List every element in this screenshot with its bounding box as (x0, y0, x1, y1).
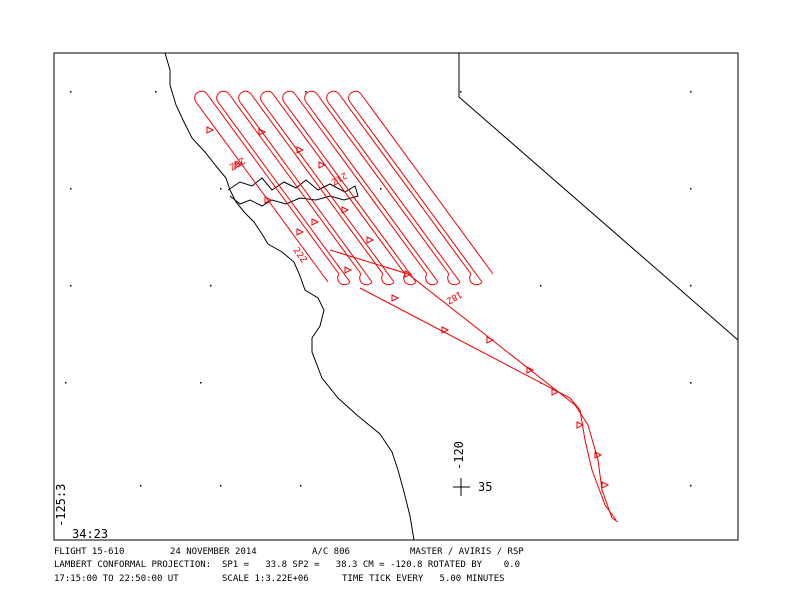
grid-dot (65, 382, 67, 384)
grid-dot (690, 91, 692, 93)
direction-arrow (311, 218, 320, 226)
direction-arrow (234, 161, 243, 169)
footer-text: 17:15:00 TO 22:50:00 UT (54, 574, 179, 584)
direction-arrow (526, 366, 535, 374)
time-label: 21Z (329, 169, 349, 186)
transit-leg (329, 249, 619, 523)
footer-text: 24 NOVEMBER 2014 (170, 547, 257, 557)
grid-dot (690, 382, 692, 384)
grid-dot (210, 285, 212, 287)
footer-text: SCALE 1:3.22E+06 (222, 574, 309, 584)
grid-dot (155, 91, 157, 93)
grid-dot (300, 485, 302, 487)
grid-dots (65, 91, 692, 487)
flight-track (194, 90, 610, 489)
direction-arrow (601, 481, 610, 489)
direction-arrow (264, 196, 273, 204)
grid-dot (690, 188, 692, 190)
grid-dot (690, 285, 692, 287)
state-border (458, 53, 739, 341)
direction-arrow (441, 326, 450, 334)
direction-arrow (594, 451, 603, 459)
grid-dot (460, 91, 462, 93)
grid-dot (220, 485, 222, 487)
map-frame (53, 52, 739, 541)
latitude-label: 34:23 (72, 527, 108, 541)
time-label: 18Z (444, 288, 464, 305)
direction-arrow (404, 270, 413, 278)
direction-arrow (258, 128, 267, 136)
grid-dot (690, 485, 692, 487)
coastline (164, 52, 415, 541)
direction-arrow (318, 161, 327, 169)
flight-lines (194, 90, 494, 286)
grid-dot (70, 91, 72, 93)
direction-arrow (296, 228, 305, 236)
grid-dot (220, 188, 222, 190)
grid-dot (140, 485, 142, 487)
grid-dot (380, 188, 382, 190)
grid-dot (540, 285, 542, 287)
direction-arrow (391, 294, 400, 302)
direction-arrow (341, 206, 350, 214)
footer-text: TIME TICK EVERY 5.00 MINUTES (342, 574, 505, 584)
footer-text: FLIGHT 15-610 (54, 547, 124, 557)
footer-text: MASTER / AVIRIS / RSP (410, 547, 524, 557)
reference-latitude: 35 (478, 480, 492, 494)
direction-arrow (344, 266, 353, 274)
direction-arrow (206, 126, 215, 134)
reference-longitude: -120 (452, 441, 466, 470)
grid-dot (70, 285, 72, 287)
direction-arrow (576, 421, 585, 429)
grid-dot (200, 382, 202, 384)
footer-text: LAMBERT CONFORMAL PROJECTION: SP1 = 33.8… (54, 560, 520, 570)
footer-text: A/C 806 (312, 547, 350, 557)
direction-arrow (366, 236, 375, 244)
grid-dot (305, 91, 307, 93)
longitude-label: -125:3 (54, 484, 68, 527)
return-leg (359, 287, 617, 521)
bay-shoreline (227, 177, 359, 207)
grid-dot (70, 188, 72, 190)
time-label: 22Z (291, 246, 309, 266)
direction-arrow (296, 146, 305, 154)
